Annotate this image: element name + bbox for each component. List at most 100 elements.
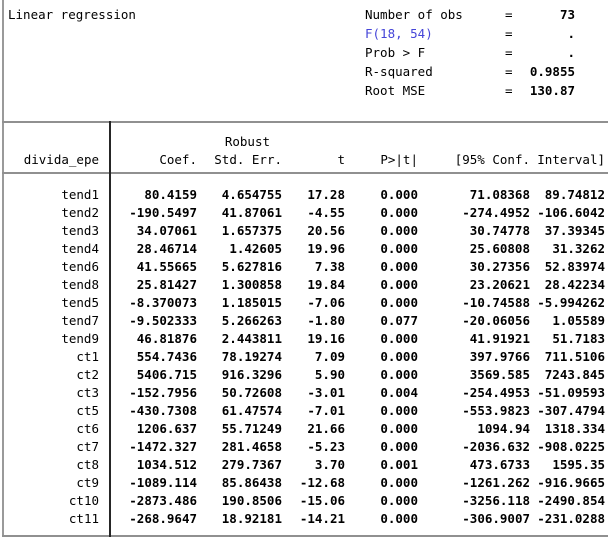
row-varname: tend6 <box>61 259 99 274</box>
row-varname: tend8 <box>61 277 99 292</box>
table-row: tend1 80.4159 4.654755 17.28 0.000 71.08368 89… <box>0 186 611 204</box>
row-stderr: 55.71249 <box>221 421 282 436</box>
row-p: 0.004 <box>380 385 418 400</box>
row-varname: tend4 <box>61 241 99 256</box>
row-varname: ct10 <box>68 493 99 508</box>
header-var-spacer <box>0 133 111 151</box>
row-p: 0.000 <box>380 277 418 292</box>
row-stderr: 5.627816 <box>221 259 282 274</box>
stat-equals: = <box>505 64 513 79</box>
row-p: 0.000 <box>380 421 418 436</box>
row-p: 0.000 <box>380 493 418 508</box>
row-varname: tend1 <box>61 187 99 202</box>
table-row: tend2 -190.5497 41.87061 -4.55 0.000 -274.495… <box>0 204 611 222</box>
row-t: -5.23 <box>307 439 345 454</box>
row-ci-low: -10.74588 <box>462 295 530 310</box>
row-p: 0.000 <box>380 349 418 364</box>
row-ci-high: 51.7183 <box>552 331 605 346</box>
regression-title: Linear regression <box>8 7 136 22</box>
row-varname: tend3 <box>61 223 99 238</box>
row-ci-low: -274.4952 <box>462 205 530 220</box>
header-col-t: t <box>337 152 345 167</box>
stat-value: 73 <box>559 7 575 22</box>
table-bottom-rule <box>2 535 608 537</box>
row-ci-high: -2490.854 <box>537 493 605 508</box>
table-row: ct7 -1472.327 281.4658 -5.23 0.000 -2036.632-… <box>0 438 611 456</box>
table-row: ct5 -430.7308 61.47574 -7.01 0.000 -553.9823-… <box>0 402 611 420</box>
stat-label-link[interactable]: F(18, 54) <box>365 26 433 41</box>
row-ci-high: 1318.334 <box>544 421 605 436</box>
row-coef: 28.46714 <box>136 241 197 256</box>
stat-equals: = <box>505 83 513 98</box>
row-ci-low: 23.20621 <box>469 277 530 292</box>
row-coef: -268.9647 <box>129 511 197 526</box>
row-t: -15.06 <box>299 493 345 508</box>
row-p: 0.000 <box>380 205 418 220</box>
row-t: -1.80 <box>307 313 345 328</box>
row-p: 0.000 <box>380 295 418 310</box>
stat-row: Number of obs = 73 <box>365 5 575 24</box>
row-p: 0.000 <box>380 187 418 202</box>
row-ci-high: 1.05589 <box>552 313 605 328</box>
row-coef: -430.7308 <box>129 403 197 418</box>
table-row: ct9 -1089.114 85.86438 -12.68 0.000 -1261.262… <box>0 474 611 492</box>
row-varname: tend5 <box>61 295 99 310</box>
row-t: 7.38 <box>314 259 345 274</box>
row-ci-high: -51.09593 <box>537 385 605 400</box>
table-row: tend3 34.07061 1.657375 20.56 0.000 30.74778 3… <box>0 222 611 240</box>
row-coef: 34.07061 <box>136 223 197 238</box>
row-ci-low: -254.4953 <box>462 385 530 400</box>
row-coef: -190.5497 <box>129 205 197 220</box>
row-stderr: 50.72608 <box>221 385 282 400</box>
header-depvar: divida_epe <box>23 152 99 167</box>
row-coef: -152.7956 <box>129 385 197 400</box>
row-coef: -9.502333 <box>129 313 197 328</box>
row-t: 19.16 <box>307 331 345 346</box>
stat-value: 130.87 <box>529 83 575 98</box>
table-row: tend7 -9.502333 5.266263 -1.80 0.077 -20.0605… <box>0 312 611 330</box>
header-stats: Number of obs = 73 F(18, 54) =. Prob > F =. R-s… <box>365 5 575 100</box>
row-varname: ct1 <box>76 349 99 364</box>
row-varname: ct8 <box>76 457 99 472</box>
row-stderr: 4.654755 <box>221 187 282 202</box>
row-coef: 25.81427 <box>136 277 197 292</box>
row-ci-low: -1261.262 <box>462 475 530 490</box>
row-stderr: 190.8506 <box>221 493 282 508</box>
row-ci-low: 71.08368 <box>469 187 530 202</box>
row-p: 0.000 <box>380 439 418 454</box>
row-varname: ct3 <box>76 385 99 400</box>
stat-label: R-squared <box>365 64 433 79</box>
row-p: 0.000 <box>380 241 418 256</box>
header-col-stderr: Std. Err. <box>214 152 282 167</box>
stat-value: . <box>567 26 575 41</box>
row-t: 7.09 <box>314 349 345 364</box>
row-coef: -1472.327 <box>129 439 197 454</box>
row-p: 0.000 <box>380 403 418 418</box>
row-stderr: 1.42605 <box>229 241 282 256</box>
row-ci-high: 31.3262 <box>552 241 605 256</box>
stat-row: F(18, 54) =. <box>365 24 575 43</box>
table-column-divider <box>109 121 111 537</box>
row-varname: tend2 <box>61 205 99 220</box>
row-p: 0.000 <box>380 367 418 382</box>
row-coef: 41.55665 <box>136 259 197 274</box>
row-stderr: 78.19274 <box>221 349 282 364</box>
stat-row: Root MSE = 130.87 <box>365 81 575 100</box>
row-ci-high: -307.4794 <box>537 403 605 418</box>
table-row: ct6 1206.637 55.71249 21.66 0.000 1094.94 1318… <box>0 420 611 438</box>
row-t: -7.06 <box>307 295 345 310</box>
stat-label: Number of obs <box>365 7 463 22</box>
table-header: Robust divida_epe Coef. Std. Err. t P>|t… <box>0 133 611 169</box>
row-ci-high: 7243.845 <box>544 367 605 382</box>
row-varname: ct5 <box>76 403 99 418</box>
table-row: ct11 -268.9647 18.92181 -14.21 0.000 -306.900… <box>0 510 611 528</box>
row-ci-low: 397.9766 <box>469 349 530 364</box>
row-ci-low: 473.6733 <box>469 457 530 472</box>
row-t: 17.28 <box>307 187 345 202</box>
row-t: 3.70 <box>314 457 345 472</box>
table-row: ct10 -2873.486 190.8506 -15.06 0.000 -3256.11… <box>0 492 611 510</box>
row-coef: -1089.114 <box>129 475 197 490</box>
table-body: tend1 80.4159 4.654755 17.28 0.000 71.08368 89… <box>0 186 611 528</box>
row-t: 5.90 <box>314 367 345 382</box>
row-t: 19.84 <box>307 277 345 292</box>
